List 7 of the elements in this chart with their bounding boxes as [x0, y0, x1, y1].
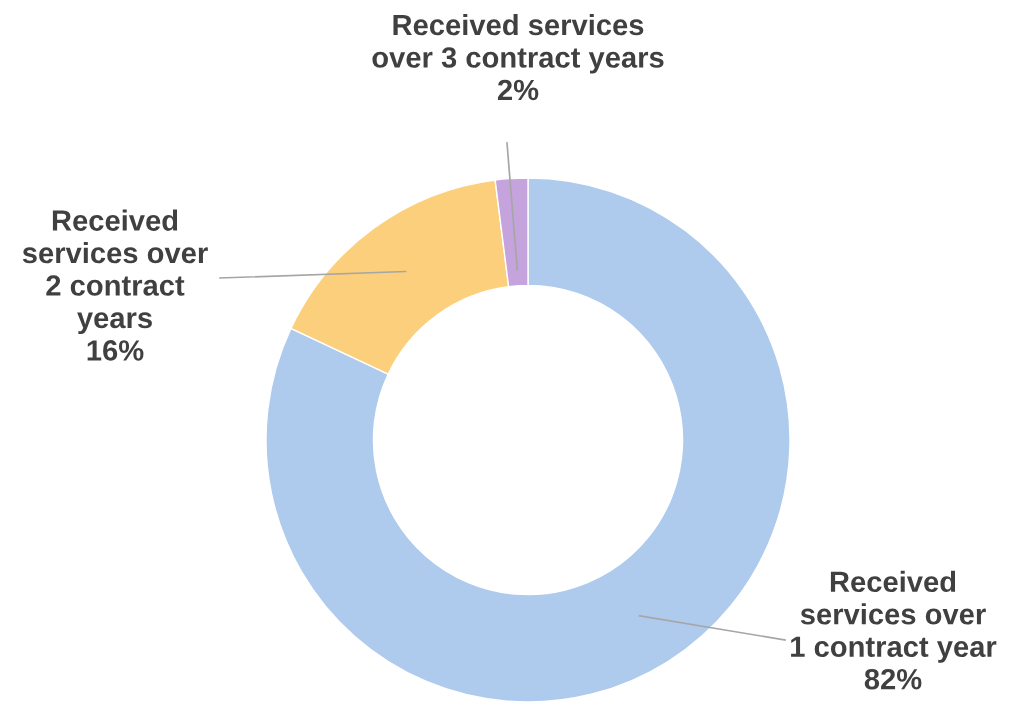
data-label: 16%	[87, 340, 144, 361]
slice-label: Received services over 1 contract year	[791, 570, 997, 663]
data-label: 2%	[497, 79, 539, 101]
data-label: 82%	[864, 668, 922, 690]
donut-slice	[265, 177, 791, 703]
slice-label: Received services over 2 contract years	[22, 209, 208, 335]
slice-label: Received services over 3 contract years	[372, 13, 664, 74]
